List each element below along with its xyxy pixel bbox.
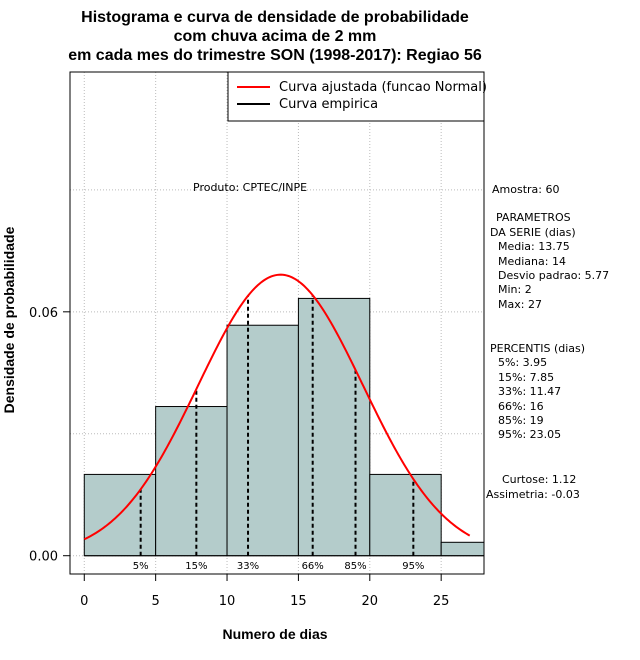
x-tick-label: 25	[433, 594, 450, 609]
y-tick-label: 0.06	[29, 306, 58, 321]
stat-p85: 85%: 19	[498, 414, 544, 427]
stat-percentis-header: PERCENTIS (dias)	[490, 342, 585, 355]
x-tick-label: 20	[362, 594, 379, 609]
percentile-label: 85%	[344, 561, 366, 572]
stat-params-header-1: PARAMETROS	[496, 211, 571, 224]
percentile-label: 66%	[302, 561, 324, 572]
stat-max: Max: 27	[498, 298, 542, 311]
stat-kurtosis: Curtose: 1.12	[502, 473, 576, 486]
histogram-bar	[155, 406, 228, 557]
y-axis-label: Densidade de probabilidade	[1, 226, 17, 413]
percentile-lines: 5% 15% 33% 66% 85% 95%	[133, 295, 424, 572]
histogram-bar	[440, 541, 485, 557]
y-tick-label: 0.00	[29, 550, 58, 565]
stat-p66: 66%: 16	[498, 400, 544, 413]
histogram-bar	[369, 473, 442, 557]
stat-sample: Amostra: 60	[492, 183, 559, 196]
title-line-3: em cada mes do trimestre SON (1998-2017)…	[68, 47, 482, 64]
title-line-1: Histograma e curva de densidade de proba…	[81, 9, 469, 26]
stat-sd: Desvio padrao: 5.77	[498, 269, 609, 282]
axes: 0 5 10 15 20 25 0.00 0.06	[29, 306, 449, 609]
percentile-label: 95%	[402, 561, 424, 572]
stat-mean: Media: 13.75	[498, 240, 570, 253]
percentile-label: 15%	[185, 561, 207, 572]
stat-p95: 95%: 23.05	[498, 428, 561, 441]
stat-median: Mediana: 14	[498, 255, 566, 268]
stat-p15: 15%: 7.85	[498, 371, 554, 384]
x-tick-label: 0	[80, 594, 88, 609]
percentile-label: 5%	[133, 561, 149, 572]
x-tick-label: 5	[152, 594, 160, 609]
stat-p33: 33%: 11.47	[498, 385, 561, 398]
histogram-bar	[226, 324, 299, 557]
x-tick-label: 15	[290, 594, 307, 609]
percentile-label: 33%	[237, 561, 259, 572]
product-annotation: Produto: CPTEC/INPE	[193, 181, 307, 194]
stat-min: Min: 2	[498, 283, 532, 296]
legend-fitted-label: Curva ajustada (funcao Normal)	[279, 80, 487, 95]
x-tick-label: 10	[219, 594, 236, 609]
x-axis-label: Numero de dias	[222, 626, 327, 642]
histogram-bars	[83, 297, 485, 557]
legend-empirical-label: Curva empirica	[279, 97, 378, 112]
legend-box	[227, 71, 485, 122]
stat-p5: 5%: 3.95	[498, 356, 547, 369]
legend: Curva ajustada (funcao Normal) Curva emp…	[227, 71, 487, 122]
stats-panel: Amostra: 60 PARAMETROS DA SERIE (dias) M…	[486, 183, 609, 501]
stat-params-header-2: DA SERIE (dias)	[490, 226, 576, 239]
title-line-2: com chuva acima de 2 mm	[174, 28, 377, 45]
stat-skewness: Assimetria: -0.03	[486, 488, 580, 501]
fitted-normal-curve	[83, 273, 471, 541]
histogram-bar	[297, 297, 371, 557]
